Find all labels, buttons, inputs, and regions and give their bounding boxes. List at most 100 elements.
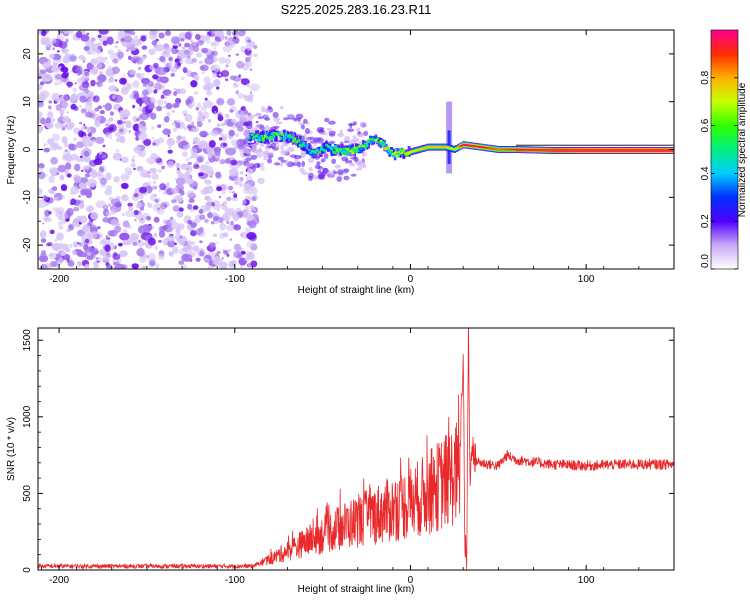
halo-speckle — [344, 136, 351, 141]
noise-speckle — [88, 85, 92, 88]
ridge-cell — [413, 149, 416, 152]
spectrogram-x-tick-label: -100 — [225, 274, 245, 285]
ridge-cell — [281, 133, 284, 136]
noise-speckle — [185, 157, 190, 162]
noise-speckle — [59, 109, 65, 116]
ridge-cell — [391, 152, 395, 155]
noise-speckle — [126, 225, 132, 229]
noise-speckle — [46, 121, 54, 129]
noise-speckle — [142, 171, 149, 178]
noise-speckle — [233, 36, 237, 40]
ridge-cell — [404, 152, 407, 155]
ridge-cell — [314, 153, 318, 158]
noise-speckle — [191, 121, 195, 126]
ridge-cell — [400, 148, 404, 152]
ridge-cell — [295, 138, 299, 143]
ridge-cell — [328, 146, 332, 149]
noise-speckle — [85, 93, 91, 98]
noise-speckle — [199, 214, 206, 220]
ridge-cell — [369, 138, 372, 141]
noise-speckle — [142, 83, 147, 87]
noise-speckle — [219, 261, 228, 269]
spectrogram-y-tick-label: -10 — [22, 190, 33, 205]
noise-speckle — [78, 84, 89, 92]
noise-speckle — [192, 245, 200, 253]
noise-speckle — [204, 97, 208, 101]
noise-speckle — [221, 257, 224, 260]
noise-speckle — [108, 203, 111, 207]
noise-speckle — [50, 65, 61, 73]
noise-speckle — [249, 54, 253, 59]
noise-speckle — [49, 229, 55, 235]
noise-speckle — [205, 161, 210, 165]
noise-speckle — [90, 79, 96, 87]
noise-speckle — [39, 90, 50, 99]
halo-speckle — [275, 144, 280, 148]
noise-speckle — [148, 48, 156, 56]
noise-speckle — [40, 238, 47, 243]
noise-speckle — [126, 85, 130, 89]
ridge-cell — [291, 135, 295, 140]
ridge-cell — [463, 144, 467, 146]
noise-speckle — [80, 169, 84, 172]
noise-speckle — [76, 261, 81, 266]
halo-speckle — [257, 147, 263, 153]
ridge-cell — [516, 148, 520, 151]
noise-speckle — [117, 30, 127, 38]
noise-speckle — [84, 173, 91, 178]
halo-speckle — [316, 161, 321, 166]
ridge-cell — [337, 149, 341, 153]
noise-speckle — [87, 133, 92, 137]
noise-speckle — [166, 111, 171, 117]
noise-speckle — [199, 240, 203, 244]
spectrogram-y-tick-label: 20 — [22, 48, 33, 60]
colorbar: 0.0 0.2 0.4 0.6 0.8 Normalized spectral ampl… — [700, 29, 748, 270]
noise-speckle — [177, 172, 184, 178]
ridge-cell — [437, 146, 441, 149]
noise-speckle — [77, 157, 84, 163]
ridge-cell — [326, 146, 330, 151]
colorbar-tick-label: 0.6 — [700, 118, 711, 132]
ridge-cell — [363, 142, 367, 145]
halo-speckle — [326, 128, 332, 131]
noise-speckle — [63, 149, 71, 157]
noise-speckle — [172, 205, 181, 212]
noise-speckle — [146, 255, 149, 258]
noise-speckle — [152, 74, 159, 80]
noise-speckle — [207, 259, 210, 262]
noise-speckle — [156, 99, 164, 106]
noise-speckle — [98, 249, 103, 255]
noise-speckle — [54, 96, 62, 103]
noise-speckle — [245, 174, 248, 177]
noise-speckle — [110, 127, 114, 131]
noise-speckle — [214, 111, 217, 113]
noise-speckle — [218, 57, 227, 64]
ridge-cell — [409, 150, 413, 153]
noise-speckle — [106, 264, 113, 269]
noise-speckle — [116, 119, 123, 125]
ridge-cell — [323, 146, 327, 152]
noise-speckle — [157, 168, 162, 173]
noise-speckle — [154, 82, 162, 91]
noise-speckle — [45, 265, 48, 268]
noise-speckle — [117, 48, 121, 52]
noise-speckle — [48, 105, 52, 110]
noise-speckle — [78, 54, 86, 61]
halo-speckle — [251, 149, 259, 154]
ridge-cell — [428, 146, 432, 149]
noise-speckle — [231, 118, 237, 123]
ridge-cell — [471, 144, 474, 147]
noise-speckle — [205, 201, 213, 210]
ridge-cell — [386, 147, 390, 151]
noise-speckle — [205, 34, 210, 41]
noise-speckle — [146, 253, 157, 262]
ridge-cell — [319, 146, 323, 151]
noise-speckle — [51, 37, 57, 44]
noise-speckle — [199, 65, 205, 71]
noise-speckle — [38, 120, 41, 124]
noise-speckle — [228, 185, 234, 191]
noise-speckle — [112, 152, 123, 161]
noise-speckle — [195, 52, 203, 58]
noise-speckle — [49, 53, 55, 59]
noise-speckle — [148, 204, 151, 208]
